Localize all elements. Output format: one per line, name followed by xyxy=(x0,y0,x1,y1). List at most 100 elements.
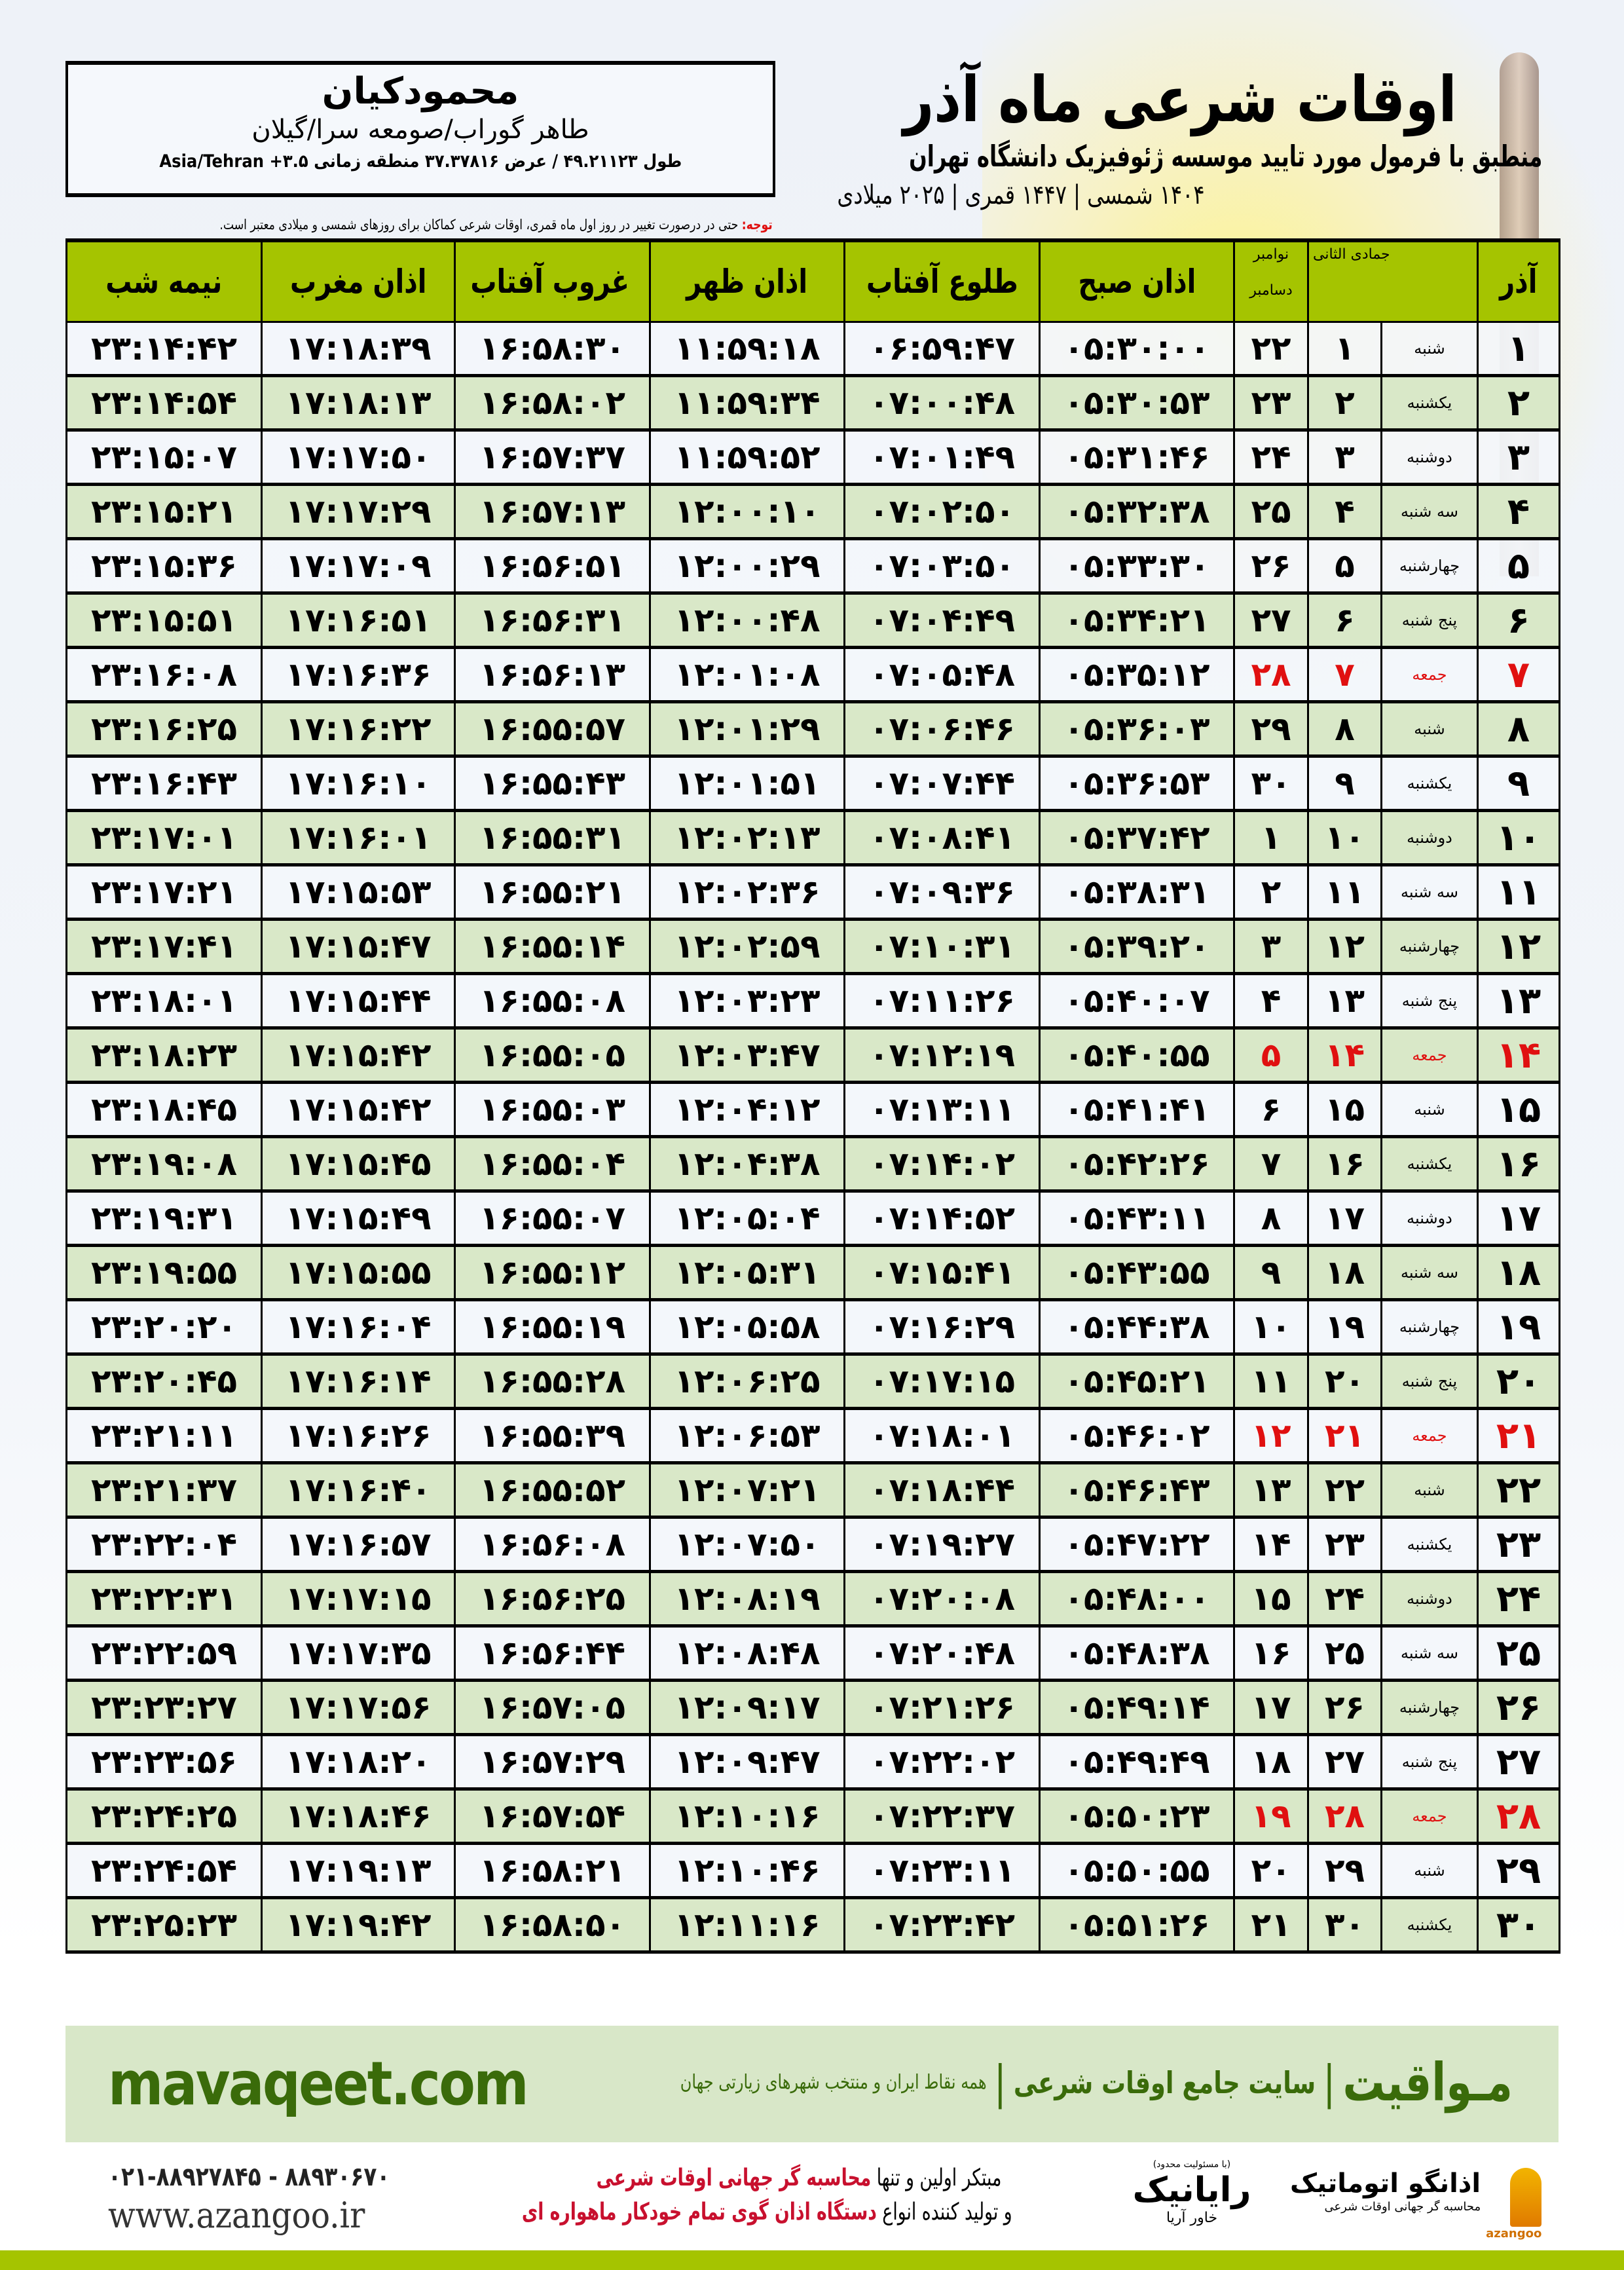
cell-dhuhr: ۱۲:۰۳:۴۷ xyxy=(649,1027,845,1084)
cell-gr: ۲۸ xyxy=(1233,646,1309,703)
cell-gr: ۳۰ xyxy=(1233,755,1309,812)
cell-wd: شنبه xyxy=(1380,1842,1479,1899)
cell-fajr: ۰۵:۳۱:۴۶ xyxy=(1039,429,1235,486)
cell-gr: ۱۱ xyxy=(1233,1353,1309,1410)
cell-wd: جمعه xyxy=(1380,1027,1479,1084)
cell-fajr: ۰۵:۴۸:۰۰ xyxy=(1039,1571,1235,1628)
mavaqeet-url[interactable]: mavaqeet.com xyxy=(108,2049,529,2119)
cell-midnight: ۲۳:۱۹:۳۱ xyxy=(65,1190,263,1247)
cell-maghrib: ۱۷:۱۷:۱۵ xyxy=(261,1571,456,1628)
cell-fajr: ۰۵:۴۵:۲۱ xyxy=(1039,1353,1235,1410)
cell-midnight: ۲۳:۱۷:۲۱ xyxy=(65,864,263,921)
cell-dhuhr: ۱۲:۰۳:۲۳ xyxy=(649,973,845,1030)
header-midnight-label: نیمه شب xyxy=(105,263,223,301)
cell-dhuhr: ۱۲:۰۴:۱۲ xyxy=(649,1081,845,1138)
cell-sunset: ۱۶:۵۵:۰۷ xyxy=(454,1190,651,1247)
table-row: ۶ پنج شنبه ۶ ۲۷ ۰۵:۳۴:۲۱ ۰۷:۰۴:۴۹ ۱۲:۰۰:۴۸ ۱۶:۵… xyxy=(65,592,1560,649)
cell-midnight: ۲۳:۲۴:۲۵ xyxy=(65,1788,263,1845)
cell-sunrise: ۰۷:۰۶:۴۶ xyxy=(843,701,1041,758)
cell-wd: یکشنبه xyxy=(1380,375,1479,432)
cell-gr: ۱۸ xyxy=(1233,1734,1309,1791)
cell-day: ۲۷ xyxy=(1477,1734,1560,1791)
cell-gr: ۲۳ xyxy=(1233,375,1309,432)
cell-hj: ۲۵ xyxy=(1307,1625,1382,1682)
mavaqeet-site: سایت جامع اوقات شرعی xyxy=(1014,2064,1316,2100)
cell-dhuhr: ۱۱:۵۹:۱۸ xyxy=(649,321,845,377)
cell-day: ۲۸ xyxy=(1477,1788,1560,1845)
cell-fajr: ۰۵:۴۳:۵۵ xyxy=(1039,1244,1235,1301)
table-row: ۱۹ چهارشنبه ۱۹ ۱۰ ۰۵:۴۴:۳۸ ۰۷:۱۶:۲۹ ۱۲:۰۵:۵۸ ۱۶… xyxy=(65,1299,1560,1356)
cell-sunset: ۱۶:۵۵:۱۹ xyxy=(454,1299,651,1356)
cell-wd: یکشنبه xyxy=(1380,1516,1479,1573)
cell-wd: شنبه xyxy=(1380,1462,1479,1519)
cell-midnight: ۲۳:۱۵:۳۶ xyxy=(65,538,263,595)
cell-gr: ۳ xyxy=(1233,918,1309,975)
cell-fajr: ۰۵:۳۶:۰۳ xyxy=(1039,701,1235,758)
cell-day: ۱۷ xyxy=(1477,1190,1560,1247)
cell-sunrise: ۰۷:۱۸:۴۴ xyxy=(843,1462,1041,1519)
header-fajr: اذان صبح xyxy=(1039,238,1235,323)
cell-sunrise: ۰۷:۱۱:۲۶ xyxy=(843,973,1041,1030)
cell-dhuhr: ۱۲:۰۶:۲۵ xyxy=(649,1353,845,1410)
cell-gr: ۱۹ xyxy=(1233,1788,1309,1845)
cell-sunrise: ۰۷:۰۴:۴۹ xyxy=(843,592,1041,649)
cell-day: ۶ xyxy=(1477,592,1560,649)
header-gregorian: نوامبر دسامبر xyxy=(1233,238,1309,323)
cell-sunrise: ۰۷:۱۳:۱۱ xyxy=(843,1081,1041,1138)
cell-fajr: ۰۵:۳۰:۵۳ xyxy=(1039,375,1235,432)
cell-midnight: ۲۳:۱۶:۲۵ xyxy=(65,701,263,758)
cell-fajr: ۰۵:۳۶:۵۳ xyxy=(1039,755,1235,812)
table-row: ۳۰ یکشنبه ۳۰ ۲۱ ۰۵:۵۱:۲۶ ۰۷:۲۳:۴۲ ۱۲:۱۱:۱۶ ۱۶:۵… xyxy=(65,1897,1560,1954)
cell-midnight: ۲۳:۲۵:۲۳ xyxy=(65,1897,263,1954)
table-row: ۲ یکشنبه ۲ ۲۳ ۰۵:۳۰:۵۳ ۰۷:۰۰:۴۸ ۱۱:۵۹:۳۴ ۱۶:۵۸:… xyxy=(65,375,1560,432)
table-row: ۱۳ پنج شنبه ۱۳ ۴ ۰۵:۴۰:۰۷ ۰۷:۱۱:۲۶ ۱۲:۰۳:۲۳ ۱۶:… xyxy=(65,973,1560,1030)
cell-sunset: ۱۶:۵۸:۰۲ xyxy=(454,375,651,432)
cell-midnight: ۲۳:۱۷:۴۱ xyxy=(65,918,263,975)
header-month: آذر xyxy=(1477,238,1560,323)
cell-dhuhr: ۱۲:۰۰:۴۸ xyxy=(649,592,845,649)
cell-fajr: ۰۵:۳۴:۲۱ xyxy=(1039,592,1235,649)
cell-sunset: ۱۶:۵۷:۰۵ xyxy=(454,1679,651,1736)
cell-gr: ۲۹ xyxy=(1233,701,1309,758)
cell-hj: ۹ xyxy=(1307,755,1382,812)
cell-hj: ۳۰ xyxy=(1307,1897,1382,1954)
cell-midnight: ۲۳:۲۴:۵۴ xyxy=(65,1842,263,1899)
cell-dhuhr: ۱۲:۱۰:۱۶ xyxy=(649,1788,845,1845)
cell-hj: ۱ xyxy=(1307,321,1382,377)
cell-midnight: ۲۳:۱۸:۴۵ xyxy=(65,1081,263,1138)
cell-dhuhr: ۱۱:۵۹:۳۴ xyxy=(649,375,845,432)
location-coords: طول ۴۹.۲۱۱۲۳ / عرض ۳۷.۳۷۸۱۶ منطقه زمانی … xyxy=(159,151,682,172)
cell-sunset: ۱۶:۵۵:۰۴ xyxy=(454,1136,651,1193)
cell-gr: ۲۲ xyxy=(1233,321,1309,377)
table-row: ۹ یکشنبه ۹ ۳۰ ۰۵:۳۶:۵۳ ۰۷:۰۷:۴۴ ۱۲:۰۱:۵۱ ۱۶:۵۵:… xyxy=(65,755,1560,812)
table-row: ۲۶ چهارشنبه ۲۶ ۱۷ ۰۵:۴۹:۱۴ ۰۷:۲۱:۲۶ ۱۲:۰۹:۱۷ ۱۶… xyxy=(65,1679,1560,1736)
header-dhuhr-label: اذان ظهر xyxy=(686,263,808,301)
cell-day: ۱۹ xyxy=(1477,1299,1560,1356)
footer-website[interactable]: www.azangoo.ir xyxy=(108,2195,365,2236)
cell-sunrise: ۰۷:۰۱:۴۹ xyxy=(843,429,1041,486)
table-row: ۳ دوشنبه ۳ ۲۴ ۰۵:۳۱:۴۶ ۰۷:۰۱:۴۹ ۱۱:۵۹:۵۲ ۱۶:۵۷:… xyxy=(65,429,1560,486)
cell-sunset: ۱۶:۵۸:۵۰ xyxy=(454,1897,651,1954)
cell-wd: یکشنبه xyxy=(1380,1897,1479,1954)
cell-day: ۲۰ xyxy=(1477,1353,1560,1410)
table-row: ۱۷ دوشنبه ۱۷ ۸ ۰۵:۴۳:۱۱ ۰۷:۱۴:۵۲ ۱۲:۰۵:۰۴ ۱۶:۵۵… xyxy=(65,1190,1560,1247)
cell-gr: ۱۵ xyxy=(1233,1571,1309,1628)
cell-maghrib: ۱۷:۱۹:۴۲ xyxy=(261,1897,456,1954)
table-row: ۵ چهارشنبه ۵ ۲۶ ۰۵:۳۳:۳۰ ۰۷:۰۳:۵۰ ۱۲:۰۰:۲۹ ۱۶:۵… xyxy=(65,538,1560,595)
cell-day: ۱۲ xyxy=(1477,918,1560,975)
cell-midnight: ۲۳:۲۰:۲۰ xyxy=(65,1299,263,1356)
cell-sunset: ۱۶:۵۶:۲۵ xyxy=(454,1571,651,1628)
header-greg-bottom: دسامبر xyxy=(1249,282,1293,299)
cell-sunrise: ۰۷:۰۳:۵۰ xyxy=(843,538,1041,595)
note-text: حتی در درصورت تغییر در روز اول ماه قمری،… xyxy=(219,217,742,233)
header-maghrib: اذان مغرب xyxy=(261,238,456,323)
cell-maghrib: ۱۷:۱۶:۲۶ xyxy=(261,1407,456,1464)
cell-sunset: ۱۶:۵۵:۳۹ xyxy=(454,1407,651,1464)
cell-day: ۵ xyxy=(1477,538,1560,595)
cell-sunset: ۱۶:۵۵:۳۱ xyxy=(454,809,651,866)
header-dhuhr: اذان ظهر xyxy=(649,238,845,323)
cell-dhuhr: ۱۲:۰۱:۰۸ xyxy=(649,646,845,703)
slogan-line2: و تولید کننده انواع xyxy=(876,2199,1012,2225)
cell-wd: سه شنبه xyxy=(1380,483,1479,540)
cell-sunset: ۱۶:۵۵:۴۳ xyxy=(454,755,651,812)
